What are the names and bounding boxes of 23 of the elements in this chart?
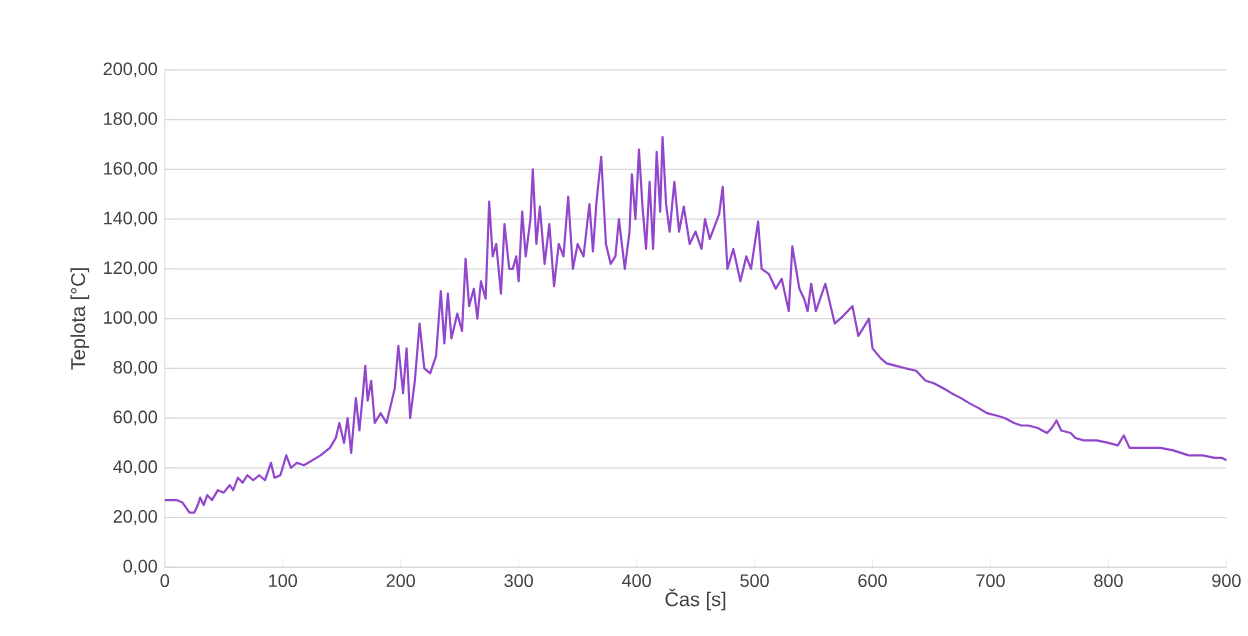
x-tick-label: 300 bbox=[504, 574, 533, 587]
y-tick-label: 180,00 bbox=[104, 112, 158, 127]
x-tick-label: 400 bbox=[622, 574, 651, 587]
y-axis-title: Teplota [°C] bbox=[70, 268, 90, 370]
x-tick-label: 500 bbox=[740, 574, 769, 587]
x-tick-label: 600 bbox=[858, 574, 887, 587]
x-tick-label: 200 bbox=[386, 574, 415, 587]
x-tick-label: 900 bbox=[1212, 574, 1241, 587]
x-tick-label: 0 bbox=[160, 574, 170, 587]
y-tick-label: 0,00 bbox=[123, 559, 158, 575]
x-axis-title: Čas [s] bbox=[665, 588, 726, 611]
y-tick-label: 80,00 bbox=[113, 360, 158, 376]
y-tick-label: 120,00 bbox=[104, 261, 158, 277]
x-tick-label: 800 bbox=[1094, 574, 1123, 587]
y-tick-label: 20,00 bbox=[113, 510, 158, 525]
y-tick-label: 40,00 bbox=[113, 460, 158, 476]
x-tick-label: 100 bbox=[269, 574, 298, 587]
y-tick-label: 200,00 bbox=[103, 62, 158, 78]
y-tick-label: 160,00 bbox=[104, 161, 158, 177]
y-tick-label: 100,00 bbox=[104, 311, 158, 326]
y-tick-label: 60,00 bbox=[113, 410, 158, 426]
y-tick-label: 140,00 bbox=[104, 211, 158, 227]
x-tick-label: 700 bbox=[976, 574, 1005, 587]
